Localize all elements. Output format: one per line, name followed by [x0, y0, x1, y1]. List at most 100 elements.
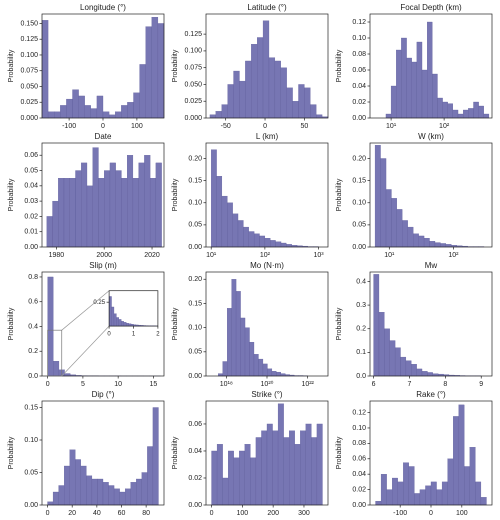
bar: [274, 60, 281, 119]
y-tick-label: 0.04: [352, 83, 366, 90]
y-tick-label: 0.100: [184, 48, 202, 55]
bar: [86, 475, 93, 506]
y-tick-label: 0.04: [352, 471, 366, 478]
bar: [84, 105, 91, 119]
bar: [90, 108, 98, 119]
x-tick-label: 10¹: [386, 123, 397, 130]
bar: [385, 189, 392, 248]
bar: [116, 317, 120, 327]
bar: [280, 242, 287, 248]
bar: [475, 481, 482, 506]
x-tick-label: 0: [210, 510, 214, 517]
bar: [118, 319, 122, 327]
bar: [215, 111, 222, 119]
y-tick-label: 0.03: [24, 198, 38, 205]
panel-title: Latitude (°): [247, 3, 287, 12]
bar: [227, 308, 232, 377]
y-tick-label: 0.12: [352, 409, 366, 416]
axes-frame: [205, 142, 329, 248]
panel-title: Rake (°): [416, 390, 446, 399]
bar: [264, 237, 271, 248]
x-tick-label: 0: [46, 510, 50, 517]
axes-frame: [41, 271, 165, 377]
y-tick-label: 0.00: [188, 373, 202, 380]
bar: [468, 108, 474, 119]
bar: [396, 209, 403, 248]
x-tick-label: 20: [68, 510, 76, 517]
bar: [130, 482, 137, 506]
y-tick-label: 0.10: [352, 35, 366, 42]
bar: [108, 114, 116, 119]
bar: [98, 178, 105, 248]
bar: [52, 200, 59, 248]
bar: [261, 430, 268, 506]
y-tick-label: 0.8: [28, 274, 38, 281]
bar: [155, 162, 162, 248]
x-tick-label: 100: [131, 123, 143, 130]
bar: [102, 111, 110, 119]
bar: [216, 176, 223, 248]
bar: [243, 226, 249, 248]
axes-frame: [369, 142, 493, 248]
y-tick-label: 0.4: [28, 323, 38, 330]
x-tick-label: 10²²: [301, 381, 314, 388]
bar: [453, 416, 459, 506]
y-tick-label: 0.050: [184, 81, 202, 88]
bar: [266, 423, 273, 506]
y-tick-label: 0.075: [20, 68, 38, 75]
y-tick-label: 0.00: [188, 244, 202, 251]
bar: [268, 57, 276, 119]
bar: [128, 323, 132, 327]
y-tick-label: 0.075: [184, 65, 202, 72]
x-tick-label: -100: [393, 510, 407, 517]
bar: [407, 226, 414, 248]
x-tick-label: 10¹⁸: [220, 381, 233, 388]
bar: [228, 450, 234, 506]
bar: [298, 84, 305, 119]
y-axis-label: Probability: [336, 307, 343, 340]
y-tick-label: 0.00: [352, 115, 366, 122]
bar: [440, 243, 447, 248]
x-tick-label: 2000: [96, 252, 112, 259]
bar: [221, 104, 228, 119]
y-tick-label: 0.00: [352, 244, 366, 251]
bar: [427, 372, 433, 377]
bar: [237, 220, 244, 248]
y-tick-label: 0.05: [188, 349, 202, 356]
bar: [473, 101, 479, 119]
bar: [138, 162, 145, 248]
bar: [310, 104, 317, 119]
axes-frame: [369, 271, 493, 377]
bar: [421, 69, 428, 119]
x-tick-label: 10¹: [206, 252, 217, 259]
bar: [380, 158, 387, 248]
x-tick-label: 9: [479, 381, 483, 388]
x-tick-label: 10²⁰: [261, 380, 274, 388]
panel-title: Date: [95, 132, 112, 141]
bar: [374, 145, 381, 248]
y-tick-label: 0.00: [24, 502, 38, 509]
bar: [414, 493, 421, 506]
bar: [121, 178, 128, 248]
y-tick-label: 0.04: [188, 448, 202, 455]
bar: [240, 317, 246, 377]
bar: [270, 240, 276, 248]
zoom-box: [47, 329, 63, 377]
bar: [139, 64, 146, 119]
bar: [397, 481, 404, 506]
bar: [294, 444, 301, 506]
bar: [151, 17, 159, 119]
x-tick-label: 15: [150, 381, 158, 388]
bar: [58, 178, 65, 248]
bar: [445, 244, 452, 248]
panel-title: Slip (m): [89, 261, 117, 270]
axes-frame: [41, 142, 165, 248]
bar: [250, 457, 257, 506]
x-tick-label: 0: [107, 332, 111, 338]
y-axis-label: Probability: [336, 178, 343, 211]
panel-title: Dip (°): [92, 390, 115, 399]
y-tick-label: 0.2: [356, 326, 366, 333]
x-tick-label: 100: [237, 510, 249, 517]
y-tick-label: 0.00: [24, 244, 38, 251]
